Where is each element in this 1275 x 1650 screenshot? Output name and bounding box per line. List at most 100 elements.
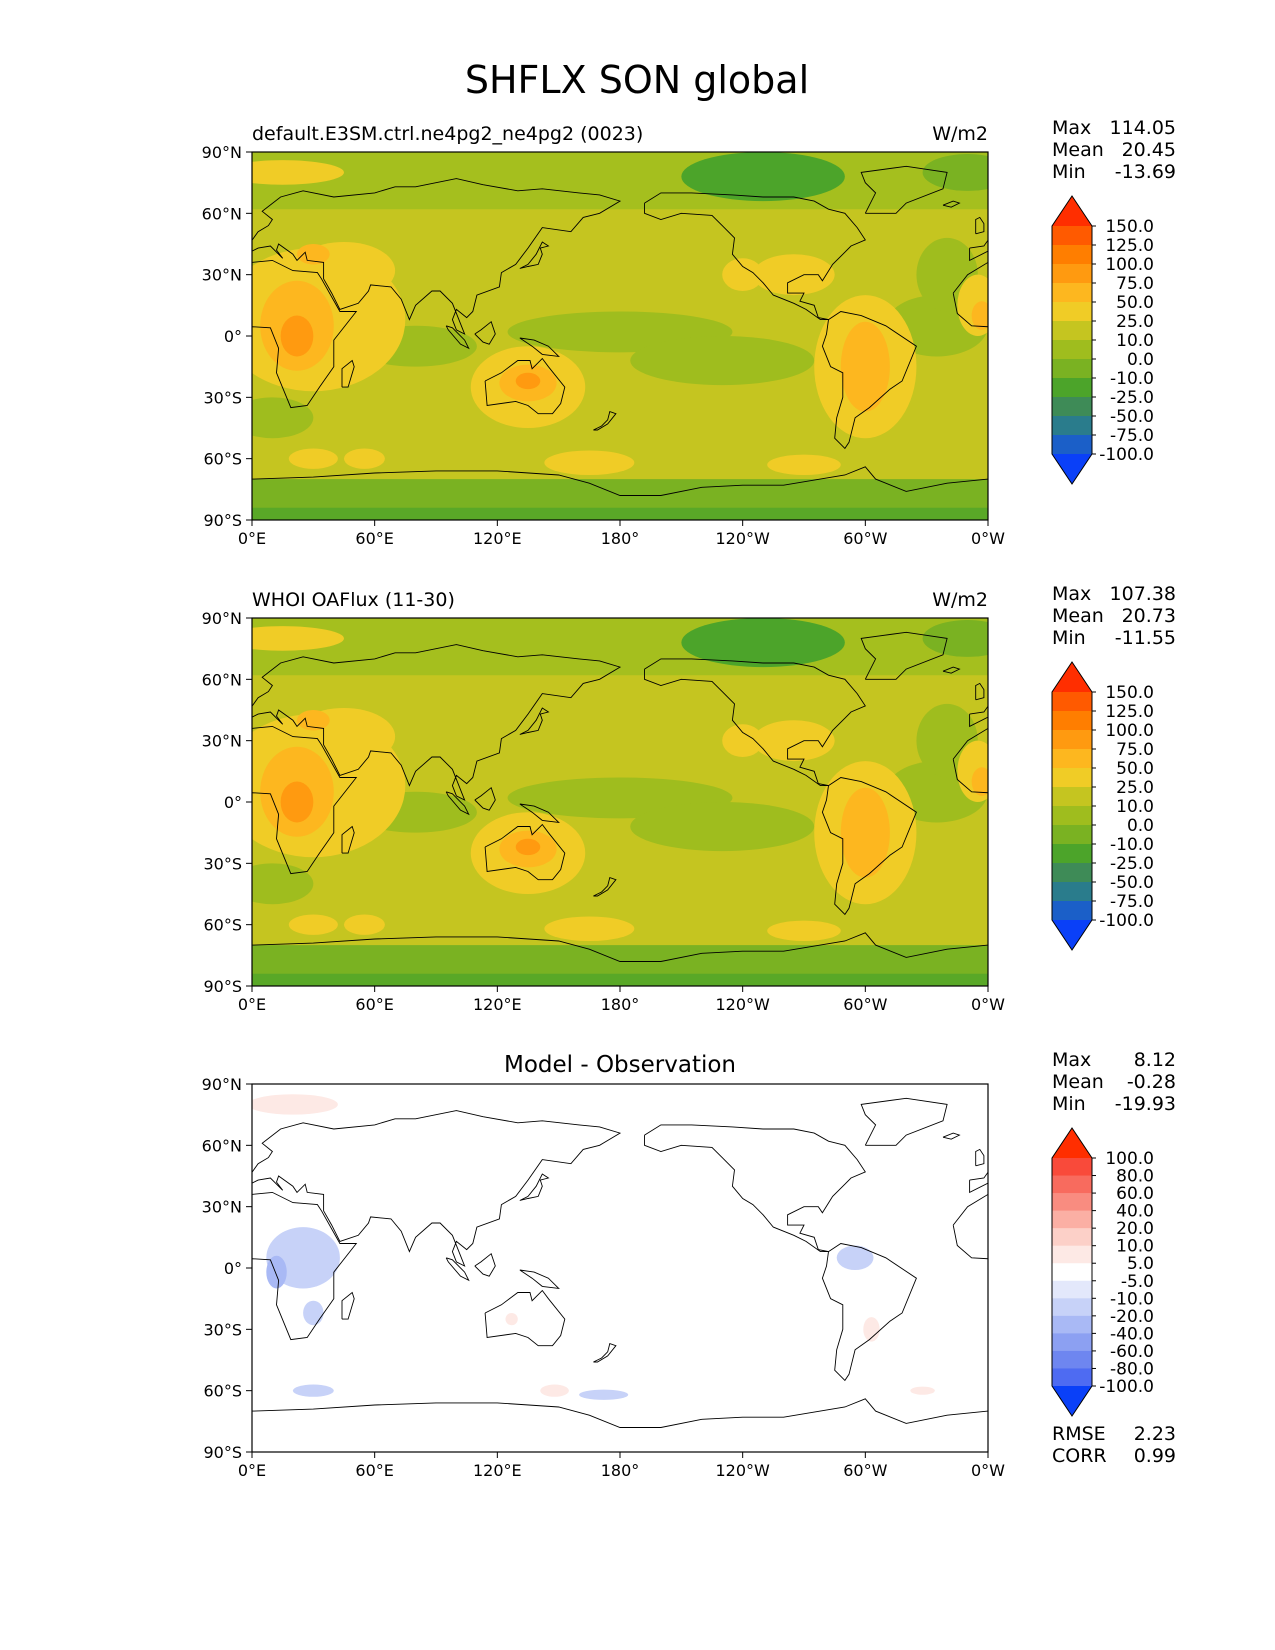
colorbar-label: 60.0: [1116, 1184, 1154, 1204]
colorbar-label: 5.0: [1127, 1254, 1154, 1274]
colorbar-segment: [1052, 1263, 1092, 1282]
coastline-greenland: [860, 631, 948, 680]
y-tick-label: 90°S: [203, 1443, 242, 1462]
arctic-patch: [681, 152, 845, 202]
coastline-sumatra: [445, 1257, 470, 1282]
colorbar-segment: [1052, 1158, 1092, 1177]
africa-core: [280, 315, 314, 357]
se-pacific: [630, 802, 815, 852]
x-tick-label: 60°W: [843, 1461, 887, 1480]
coastline-newGuinea: [519, 337, 560, 358]
stat-value: 114.05: [1110, 117, 1176, 139]
panel-units: W/m2: [932, 589, 988, 611]
x-tick-label: 0°E: [238, 995, 266, 1014]
colorbar-label: -20.0: [1110, 1307, 1154, 1327]
y-tick-label: 60°S: [203, 1382, 242, 1401]
y-tick-label: 30°S: [203, 388, 242, 407]
colorbar-segment: [1052, 882, 1092, 902]
coastline-eurasia: [252, 644, 622, 801]
y-tick-label: 30°N: [202, 732, 242, 751]
x-tick-label: 60°E: [355, 995, 393, 1014]
diff-la-plata-pos: [863, 1317, 880, 1342]
south-atlantic: [252, 397, 314, 439]
greenland-patch: [922, 620, 988, 657]
colorbar-segment: [1052, 359, 1092, 379]
antarctic-inner: [252, 507, 988, 520]
diff-so-pos-1: [540, 1384, 569, 1397]
so-patch-1: [288, 448, 338, 469]
colorbar-label: -40.0: [1110, 1324, 1154, 1344]
arctic-band: [252, 618, 988, 676]
colorbar-segment: [1052, 901, 1092, 921]
med-orange: [296, 710, 330, 731]
arctic-band: [252, 152, 988, 210]
colorbar-label: 50.0: [1116, 293, 1154, 313]
africa-core: [280, 781, 314, 823]
coastline-southAmerica: [821, 777, 917, 916]
coastlines: [252, 1097, 988, 1428]
colorbar-segment: [1052, 806, 1092, 826]
coastline-australia: [484, 1289, 566, 1347]
so-patch-1: [288, 914, 338, 935]
colorbar-label: -10.0: [1110, 1289, 1154, 1309]
colorbar-label: 100.0: [1105, 721, 1154, 741]
y-tick-label: 90°S: [203, 977, 242, 996]
arctic-yellow: [252, 626, 344, 651]
coastline-greenland: [860, 165, 948, 214]
colorbar-extend-top: [1052, 196, 1092, 226]
coastline-newZealand: [593, 1343, 617, 1363]
x-tick-label: 120°E: [473, 1461, 522, 1480]
stat-value: -0.28: [1127, 1071, 1176, 1093]
coastline-sumatra: [445, 791, 470, 816]
coastline-antarctica: [252, 466, 988, 496]
coastline-africa: [252, 725, 358, 875]
diff-australia-pos: [505, 1312, 518, 1326]
colorbar-segment: [1052, 321, 1092, 341]
colorbar-label: 125.0: [1105, 236, 1154, 256]
coastline-newGuinea: [519, 803, 560, 824]
colorbar-label: -50.0: [1110, 407, 1154, 427]
coastline-madagascar: [341, 1291, 355, 1320]
colorbar-label: 75.0: [1116, 274, 1154, 294]
coastline-borneo: [474, 320, 496, 345]
colorbar-segment: [1052, 844, 1092, 864]
colorbar-label: 0.0: [1127, 350, 1154, 370]
diff-arctic-pos: [252, 1094, 338, 1115]
x-tick-label: 0°E: [238, 529, 266, 548]
coastline-uk: [975, 216, 985, 235]
metric-label: CORR: [1052, 1445, 1107, 1467]
coastline-iceland: [942, 200, 961, 208]
stat-value: -19.93: [1115, 1093, 1176, 1115]
colorbar-segment: [1052, 1315, 1092, 1334]
colorbar-segment: [1052, 692, 1092, 712]
colorbar-label: 80.0: [1116, 1167, 1154, 1187]
y-tick-label: 30°S: [203, 854, 242, 873]
so-patch-3: [544, 450, 635, 476]
y-tick-label: 60°N: [202, 1136, 242, 1155]
coastline-northAmerica: [644, 1124, 866, 1253]
coastline-japan: [519, 707, 550, 735]
y-tick-label: 90°N: [202, 143, 242, 162]
sahel-orange: [971, 301, 988, 330]
so-patch-2: [344, 448, 385, 469]
greenland-patch: [922, 154, 988, 191]
colorbar-label: 40.0: [1116, 1202, 1154, 1222]
arctic-yellow: [252, 160, 344, 185]
coastline-uk: [975, 1148, 985, 1167]
stat-label: Mean: [1052, 605, 1104, 627]
coastline-eurasia: [252, 178, 622, 335]
y-tick-label: 30°S: [203, 1320, 242, 1339]
colorbar-label: 100.0: [1105, 255, 1154, 275]
se-pacific: [630, 336, 815, 386]
so-patch-2: [344, 914, 385, 935]
stat-label: Min: [1052, 627, 1086, 649]
coastline-newZealand: [593, 411, 617, 431]
colorbar-extend-top: [1052, 1128, 1092, 1158]
stat-label: Max: [1052, 583, 1091, 605]
colorbar-label: -25.0: [1110, 854, 1154, 874]
colorbar-extend-bottom: [1052, 454, 1092, 484]
coastline-antarctica: [252, 1398, 988, 1428]
colorbar-segment: [1052, 825, 1092, 845]
colorbar-segment: [1052, 863, 1092, 883]
